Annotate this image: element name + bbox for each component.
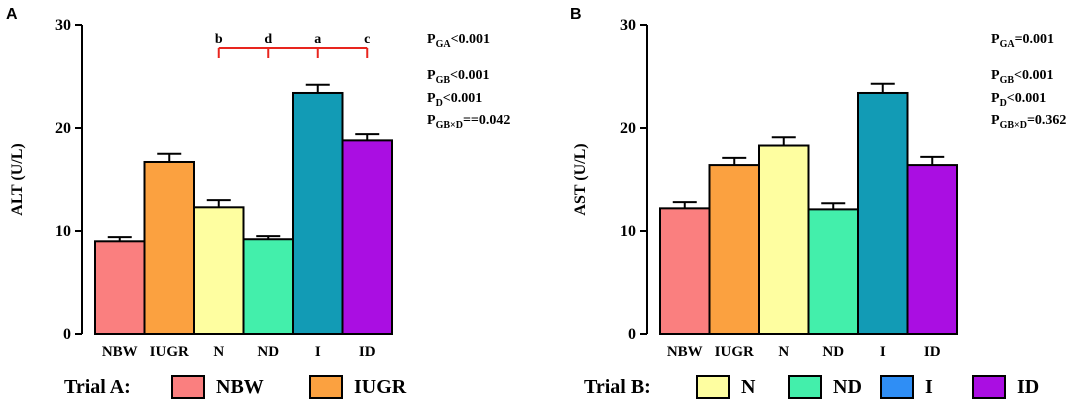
stat-value: =0.001 xyxy=(1015,32,1054,47)
legend-swatch xyxy=(696,375,730,399)
stat-p: P xyxy=(991,32,1000,47)
stat-p: P xyxy=(427,91,436,106)
category-label: ND xyxy=(822,344,844,360)
bar xyxy=(143,160,195,335)
legend-swatch xyxy=(171,375,205,399)
bar xyxy=(758,144,810,335)
significance-letter: b xyxy=(215,32,223,47)
category-label: ID xyxy=(359,344,376,360)
category-label: IUGR xyxy=(715,344,754,360)
bar xyxy=(906,164,958,335)
stat-subscript: GA xyxy=(1000,39,1016,50)
y-axis-label: ALT (U/L) xyxy=(9,143,26,215)
category-label: N xyxy=(213,344,224,360)
y-tick-label: 0 xyxy=(63,326,71,343)
stat-line: PD<0.001 xyxy=(427,91,482,109)
category-label: I xyxy=(315,344,321,360)
stat-subscript: GB xyxy=(436,75,451,86)
legend-swatch xyxy=(309,375,343,399)
category-label: IUGR xyxy=(150,344,189,360)
bar xyxy=(193,206,245,335)
stat-p: P xyxy=(427,68,436,83)
category-label: ND xyxy=(257,344,279,360)
stat-line: PGB<0.001 xyxy=(427,68,490,86)
category-label: NBW xyxy=(102,344,138,360)
stat-line: PGB×D=0.362 xyxy=(991,113,1066,131)
stat-line: PGA<0.001 xyxy=(427,32,490,50)
legend-swatch xyxy=(788,375,822,399)
stat-value: ==0.042 xyxy=(463,113,510,128)
legend-label: N xyxy=(741,376,756,398)
significance-letter: a xyxy=(314,32,321,47)
legend-label: ID xyxy=(1017,376,1039,398)
bar xyxy=(242,238,294,336)
y-tick-label: 30 xyxy=(55,17,71,34)
stat-value: <0.001 xyxy=(450,68,489,83)
bar xyxy=(94,240,146,335)
stat-p: P xyxy=(427,32,436,47)
legend-label: NBW xyxy=(216,376,264,398)
stat-line: PGA=0.001 xyxy=(991,32,1054,50)
stat-p: P xyxy=(991,68,1000,83)
category-label: ID xyxy=(924,344,941,360)
stat-value: <0.001 xyxy=(1007,91,1046,106)
stat-p: P xyxy=(427,113,436,128)
panel-letter: A xyxy=(6,6,18,23)
bar xyxy=(292,91,344,336)
category-label: N xyxy=(778,344,789,360)
bar xyxy=(659,207,711,335)
bar xyxy=(857,91,909,336)
bar xyxy=(341,139,393,335)
stat-line: PGB<0.001 xyxy=(991,68,1054,86)
stat-value: <0.001 xyxy=(451,32,490,47)
y-axis-label: AST (U/L) xyxy=(572,143,589,215)
stat-value: =0.362 xyxy=(1027,113,1066,128)
bar xyxy=(807,208,859,335)
significance-letter: d xyxy=(264,32,272,47)
y-tick-label: 10 xyxy=(620,223,636,240)
stat-subscript: D xyxy=(1000,98,1007,109)
stat-subscript: GB×D xyxy=(436,120,463,131)
y-tick-label: 10 xyxy=(55,223,71,240)
stat-subscript: GB xyxy=(1000,75,1015,86)
panel-letter: B xyxy=(570,6,582,23)
legend-swatch xyxy=(972,375,1006,399)
stat-line: PD<0.001 xyxy=(991,91,1046,109)
y-tick-label: 30 xyxy=(620,17,636,34)
stat-value: <0.001 xyxy=(443,91,482,106)
stat-value: <0.001 xyxy=(1014,68,1053,83)
stat-p: P xyxy=(991,91,1000,106)
y-tick-label: 0 xyxy=(628,326,636,343)
legend-label: IUGR xyxy=(354,376,407,398)
legend-swatch xyxy=(880,375,914,399)
stat-p: P xyxy=(991,113,1000,128)
category-label: NBW xyxy=(667,344,703,360)
stat-subscript: GB×D xyxy=(1000,120,1027,131)
legend-title: Trial B: xyxy=(584,376,651,398)
y-tick-label: 20 xyxy=(620,120,636,137)
category-label: I xyxy=(880,344,886,360)
stat-subscript: GA xyxy=(436,39,452,50)
legend-title: Trial A: xyxy=(64,376,131,398)
stat-subscript: D xyxy=(436,98,443,109)
significance-letter: c xyxy=(364,32,370,47)
bar xyxy=(708,164,760,335)
y-tick-label: 20 xyxy=(55,120,71,137)
legend-label: ND xyxy=(833,376,862,398)
legend-label: I xyxy=(925,376,933,398)
stat-line: PGB×D==0.042 xyxy=(427,113,510,131)
